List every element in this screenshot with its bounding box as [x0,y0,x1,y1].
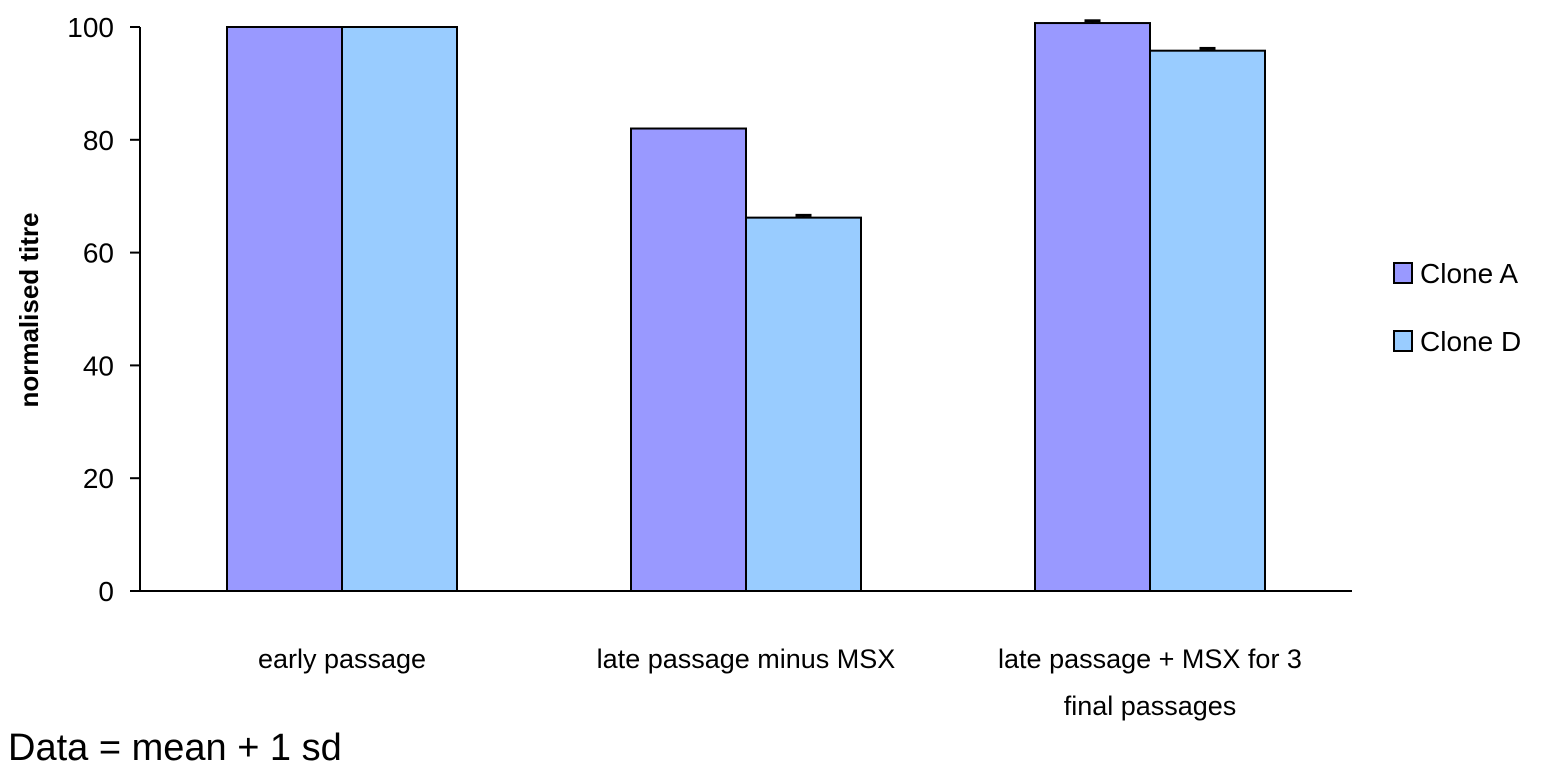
y-tick-label: 0 [98,576,114,607]
y-tick-label: 100 [67,12,114,43]
legend-swatch [1393,330,1413,352]
bar [341,26,458,592]
legend-swatch [1393,262,1413,284]
legend: Clone A Clone D [1393,258,1521,357]
legend-label: Clone D [1420,326,1521,357]
footnote: Data = mean + 1 sd [8,727,342,765]
x-category-label: late passage minus MSX [597,644,896,674]
y-tick-label: 60 [83,238,114,269]
x-axis: early passage late passage minus MSX late … [140,590,1352,721]
x-category-label: final passages [1064,691,1237,721]
legend-label: Clone A [1420,258,1518,289]
bars [226,19,1266,593]
y-tick-label: 20 [83,463,114,494]
y-axis: 0 20 40 60 80 100 [67,12,141,607]
bar [745,216,862,593]
bar [630,127,747,593]
bar [226,26,343,592]
x-category-label: early passage [258,644,426,674]
bar [1149,49,1266,593]
y-tick-label: 80 [83,125,114,156]
x-category-label: late passage + MSX for 3 [998,644,1302,674]
bar [1034,22,1151,592]
y-axis-label: normalised titre [14,212,44,407]
y-tick-label: 40 [83,350,114,381]
